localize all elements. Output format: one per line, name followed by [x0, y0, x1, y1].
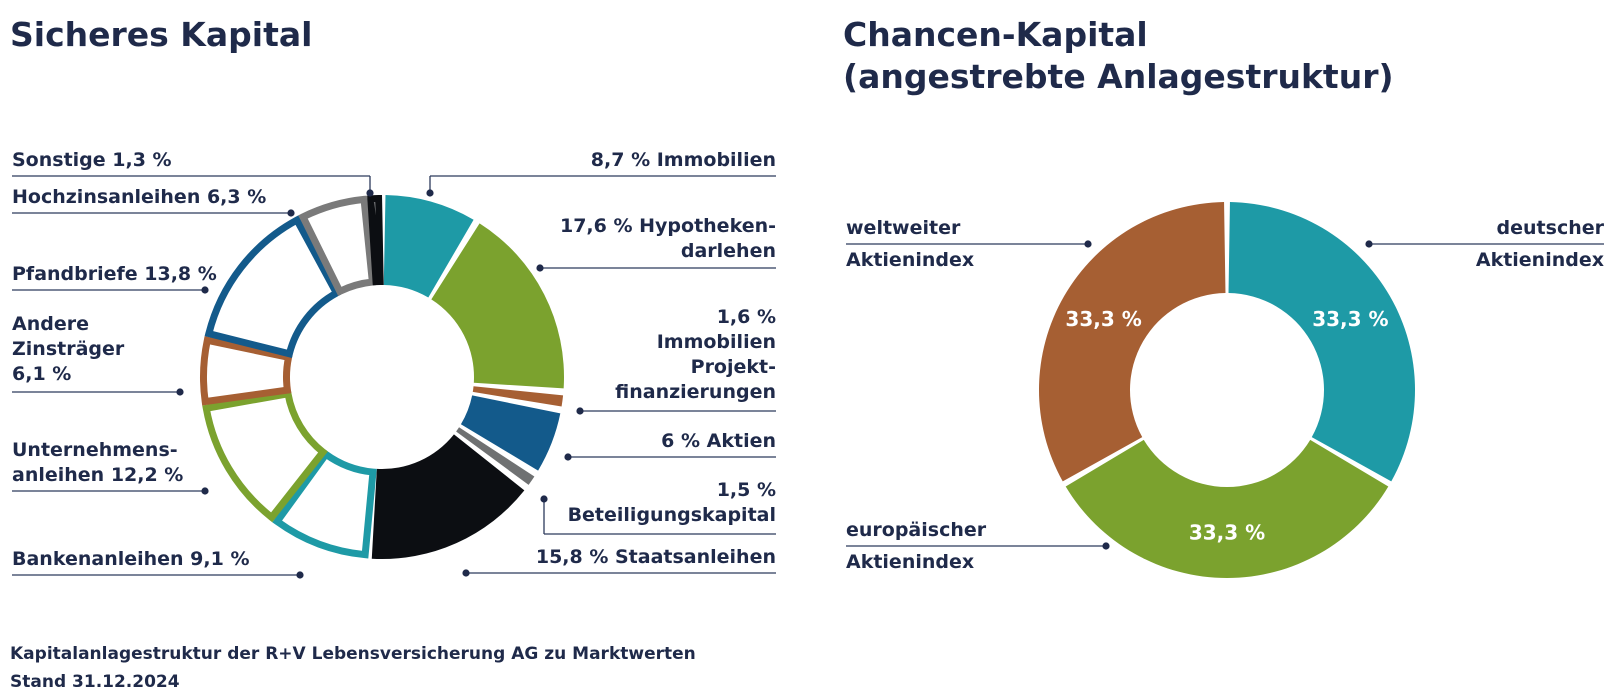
label-immobilien-projektfinanzierungen-line-1: 1,6 % [717, 306, 776, 328]
donut-slice-aktien [460, 395, 561, 471]
donut-slice-bankenanleihen [272, 449, 377, 559]
donut-slice-hochzinsanleihen [298, 195, 377, 297]
label-andere-zinstrager-line-1: Andere [12, 313, 89, 335]
value-label-weltweiter-aktienindex: 33,3 % [1065, 307, 1141, 331]
label-sonstige-line-1: Sonstige 1,3 % [12, 149, 172, 171]
donut-slice-pfandbriefe [204, 215, 342, 359]
label-aktien-line-1: 6 % Aktien [661, 430, 776, 452]
right-donut-chart: 33,3 % 33,3 % 33,3 % [1039, 202, 1415, 578]
footnote-line-2: Stand 31.12.2024 [10, 672, 180, 692]
label-europaischer-aktienindex-line-1: europäischer [846, 519, 987, 541]
leader-dot-bankenanleihen [296, 571, 304, 579]
leader-dot-unternehmensanleihen [201, 487, 209, 495]
footnote-line-1: Kapitalanlagestruktur der R+V Lebensvers… [10, 644, 696, 664]
leader-dot-immobilien [426, 189, 434, 197]
label-andere-zinstrager-line-2: Zinsträger [12, 338, 125, 360]
label-deutscher-aktienindex-line-2: Aktienindex [1476, 249, 1604, 271]
donut-slice-beteiligungskapital [456, 427, 535, 485]
donut-slice-unternehmensanleihen [202, 389, 328, 523]
label-weltweiter-aktienindex-line-1: weltweiter [846, 217, 961, 239]
leader-dot-deutscher-aktienindex [1365, 240, 1373, 248]
label-unternehmensanleihen-line-1: Unternehmens- [12, 439, 178, 461]
left-chart-title: Sicheres Kapital [10, 15, 313, 54]
leader-dot-weltweiter-aktienindex [1084, 240, 1092, 248]
right-chart-title-line-2: (angestrebte Anlagestruktur) [843, 57, 1394, 96]
label-staatsanleihen-line-1: 15,8 % Staatsanleihen [536, 546, 776, 568]
donut-slice-staatsanleihen [371, 434, 525, 559]
leader-dot-pfandbriefe [201, 286, 209, 294]
leader-dot-hypothekendarlehen [536, 264, 544, 272]
label-weltweiter-aktienindex-line-2: Aktienindex [846, 249, 974, 271]
label-hochzinsanleihen-line-1: Hochzinsanleihen 6,3 % [12, 186, 266, 208]
label-andere-zinstrager-line-3: 6,1 % [12, 363, 71, 385]
leader-dot-sonstige [366, 189, 374, 197]
donut-slice-andere-zinstrager [200, 336, 293, 406]
leader-dot-hochzinsanleihen [287, 209, 295, 217]
label-immobilien-projektfinanzierungen-line-4: finanzierungen [615, 381, 776, 403]
donut-slice-immobilien-projektfinanzierungen [472, 386, 564, 407]
label-immobilien-projektfinanzierungen-line-3: Projekt- [691, 356, 776, 378]
label-europaischer-aktienindex-line-2: Aktienindex [846, 551, 974, 573]
label-hypothekendarlehen-line-2: darlehen [681, 240, 776, 262]
donut-slice-sonstige [367, 194, 384, 286]
donut-slice-weltweiter-aktienindex [1039, 202, 1226, 482]
label-immobilien-line-1: 8,7 % Immobilien [591, 149, 776, 171]
footnote: Kapitalanlagestruktur der R+V Lebensvers… [10, 640, 696, 696]
label-unternehmensanleihen-line-2: anleihen 12,2 % [12, 464, 183, 486]
label-deutscher-aktienindex-line-1: deutscher [1497, 217, 1605, 239]
right-donut-labels: deutscher Aktienindex europäischer Aktienin… [846, 217, 1605, 573]
left-donut-labels: 8,7 % Immobilien 17,6 % Hypotheken-darleh… [12, 149, 776, 579]
label-beteiligungskapital-line-2: Beteiligungskapital [568, 504, 776, 526]
left-donut-chart [200, 194, 564, 559]
label-immobilien-projektfinanzierungen-line-2: Immobilien [657, 331, 776, 353]
leader-dot-immobilien-projektfinanzierungen [576, 407, 584, 415]
donut-slice-europaischer-aktienindex [1065, 439, 1389, 578]
leader-dot-andere-zinstrager [176, 388, 184, 396]
leader-dot-beteiligungskapital [540, 495, 548, 503]
right-chart-title: Chancen-Kapital (angestrebte Anlagestruk… [843, 14, 1394, 98]
value-label-europaischer-aktienindex: 33,3 % [1189, 521, 1265, 545]
leader-dot-staatsanleihen [462, 569, 470, 577]
donut-slice-deutscher-aktienindex [1228, 202, 1415, 482]
donut-slice-immobilien [383, 195, 474, 298]
label-beteiligungskapital-line-1: 1,5 % [717, 479, 776, 501]
label-pfandbriefe-line-1: Pfandbriefe 13,8 % [12, 263, 217, 285]
label-hypothekendarlehen-line-1: 17,6 % Hypotheken- [560, 215, 776, 237]
leader-dot-europaischer-aktienindex [1102, 542, 1110, 550]
right-chart-title-line-1: Chancen-Kapital [843, 15, 1148, 54]
value-label-deutscher-aktienindex: 33,3 % [1312, 307, 1388, 331]
label-bankenanleihen-line-1: Bankenanleihen 9,1 % [12, 548, 250, 570]
leader-dot-aktien [564, 453, 572, 461]
donut-slice-hypothekendarlehen [431, 223, 564, 389]
